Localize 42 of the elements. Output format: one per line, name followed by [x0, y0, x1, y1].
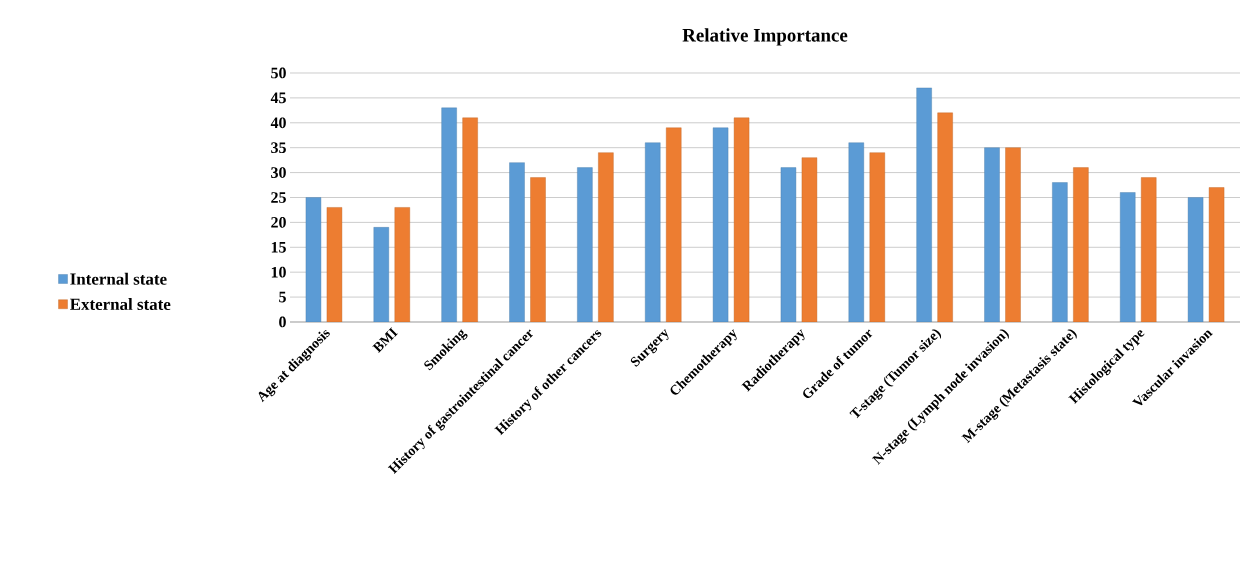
- bar: [598, 152, 614, 322]
- y-tick-label: 25: [271, 192, 286, 203]
- bar: [326, 207, 343, 322]
- bar: [577, 167, 593, 322]
- bar: [1073, 167, 1089, 322]
- bar: [462, 117, 478, 322]
- legend-label: Internal state: [70, 272, 167, 285]
- y-tick-label: 10: [271, 266, 286, 278]
- bar: [305, 197, 322, 322]
- y-tick-label: 35: [271, 142, 286, 154]
- bar: [1052, 182, 1068, 322]
- y-tick-label: 20: [271, 217, 286, 228]
- bar: [1208, 187, 1225, 322]
- bar: [1120, 192, 1136, 322]
- bar: [801, 157, 818, 322]
- bar: [937, 112, 953, 322]
- bar: [780, 167, 797, 322]
- bar: [666, 127, 682, 322]
- y-tick-label: 0: [279, 316, 286, 328]
- y-tick-label: 50: [271, 67, 286, 79]
- bar: [984, 147, 1000, 322]
- bar: [373, 227, 389, 322]
- bar: [733, 117, 750, 322]
- bar: [1187, 197, 1204, 322]
- bar: [530, 177, 546, 322]
- bar: [441, 107, 457, 322]
- bar: [1141, 177, 1157, 322]
- chart-title: Relative Importance: [682, 28, 848, 46]
- bar: [394, 207, 410, 322]
- bar: [916, 87, 932, 322]
- y-tick-label: 45: [270, 92, 286, 104]
- y-tick-label: 5: [279, 291, 286, 303]
- bar: [645, 142, 661, 322]
- y-tick-label: 40: [270, 117, 286, 129]
- bar: [869, 152, 885, 322]
- bar: [848, 142, 864, 322]
- bar: [1005, 147, 1021, 322]
- y-tick-label: 15: [271, 241, 286, 253]
- bar: [509, 162, 525, 322]
- legend-label: External state: [70, 298, 171, 311]
- y-tick-label: 30: [271, 167, 286, 178]
- bar: [712, 127, 729, 322]
